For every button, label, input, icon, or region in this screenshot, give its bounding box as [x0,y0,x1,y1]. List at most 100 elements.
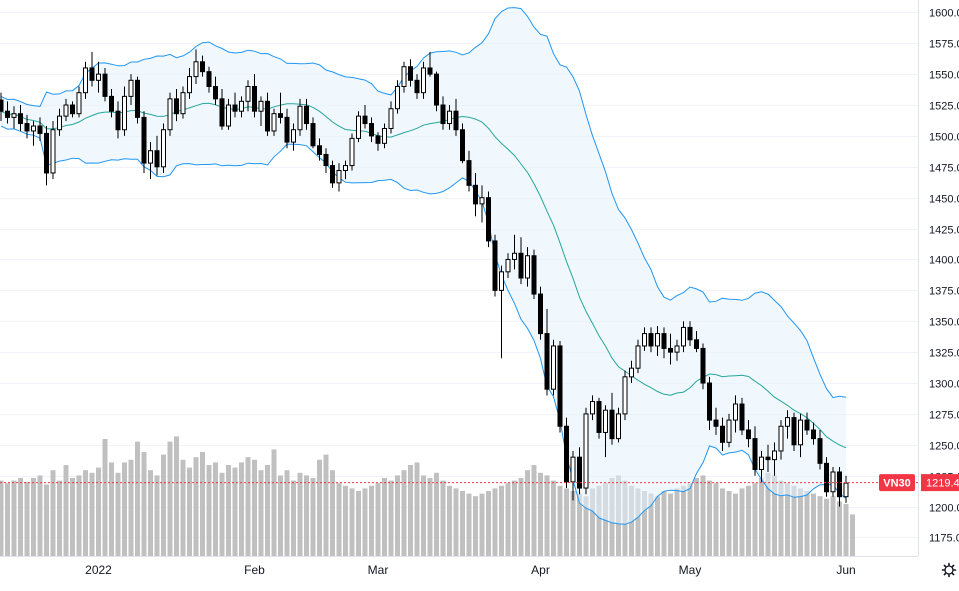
candle [701,343,705,389]
volume-bar [707,481,712,556]
volume-bar [811,494,816,556]
volume-bar [5,483,10,556]
volume-bar [733,494,738,556]
volume-bar [701,475,706,556]
volume-bar [246,457,251,556]
candle [136,77,140,124]
candle [838,467,842,507]
volume-bar [493,488,498,556]
candle [162,124,166,173]
time-axis[interactable]: 2022FebMarAprMayJunJul [0,557,959,578]
volume-bar [746,486,751,556]
price-tick-label: 1200.0 [929,503,959,515]
price-tick-label: 1575.0 [929,39,959,51]
price-tick-label: 1475.0 [929,163,959,175]
volume-bar [759,478,764,556]
volume-bar [168,442,173,556]
volume-bar [532,465,537,556]
time-tick-label: Jun [836,563,855,577]
volume-bar [694,478,699,556]
volume-bar [727,491,732,556]
volume-bar [44,485,49,557]
volume-bar [558,486,563,556]
volume-bar [753,483,758,556]
volume-bar [200,452,205,556]
volume-bar [688,483,693,556]
volume-bar [194,457,199,556]
volume-bar [155,475,160,556]
volume-bar [252,460,257,556]
volume-bar [805,491,810,556]
price-tick-label: 1450.0 [929,194,959,206]
candle [825,457,829,497]
volume-bar [337,483,342,556]
volume-bar [389,481,394,556]
volume-bar [109,462,114,556]
volume-bar [447,486,452,556]
volume-bar [837,501,842,556]
volume-bar [31,478,36,556]
price-axis[interactable]: 1175.01200.01225.01250.01275.01300.01325… [919,0,959,556]
volume-bar [12,481,17,556]
volume-bar [187,468,192,556]
volume-bar [265,465,270,556]
volume-bar [382,478,387,556]
volume-bar [142,452,147,556]
volume-bar [571,491,576,556]
volume-bar [116,473,121,556]
volume-bar [551,481,556,556]
volume-bar [850,514,855,556]
price-tick-label: 1175.0 [929,533,959,545]
price-tick-label: 1600.0 [929,8,959,20]
price-tick-label: 1275.0 [929,410,959,422]
volume-bar [272,449,277,556]
time-tick-label: Apr [531,563,550,577]
candle [623,371,627,420]
volume-bar [291,481,296,556]
gear-icon[interactable] [943,564,956,577]
volume-bar [233,468,238,556]
candle [565,418,569,488]
volume-bar [70,478,75,556]
candle [168,93,172,136]
volume-bar [740,488,745,556]
volume-bar [720,488,725,556]
volume-bar [545,475,550,556]
candle [493,235,497,297]
volume-bar [57,481,62,556]
price-tick-label: 1425.0 [929,225,959,237]
time-tick-label: Feb [244,563,265,577]
volume-bar [96,468,101,556]
volume-bar [441,481,446,556]
volume-bar [135,442,140,556]
time-tick-label: May [679,563,702,577]
volume-bar [18,478,23,556]
candle [552,340,556,396]
candle [539,287,543,340]
volume-bar [421,475,426,556]
volume-bar [714,483,719,556]
volume-bar [220,473,225,556]
volume-bar [473,496,478,556]
volume-bar [363,488,368,556]
volume-bar [174,436,179,556]
volume-bar [304,475,309,556]
volume-bar [519,478,524,556]
volume-bar [395,475,400,556]
volume-bar [824,499,829,556]
volume-bar [181,460,186,556]
candle [558,341,562,432]
volume-bar [207,465,212,556]
volume-bar [662,491,667,556]
time-tick-label: 2022 [85,563,112,577]
volume-bar [278,475,283,556]
volume-bar [454,488,459,556]
candle [350,133,354,170]
volume-bar [512,481,517,556]
volume-bar [486,491,491,556]
volume-bar [129,460,134,556]
volume-bar [376,483,381,556]
volume-bar [428,478,433,556]
